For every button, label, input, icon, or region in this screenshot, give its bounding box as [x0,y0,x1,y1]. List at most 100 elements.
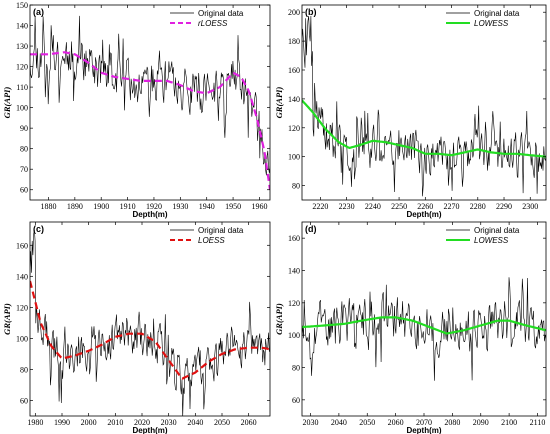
x-tick-label: 2030 [161,418,177,427]
x-tick-label: 1950 [225,202,241,211]
y-tick-label: 100 [288,153,300,162]
x-axis-label: Depth(m) [406,426,441,434]
y-tick-label: 160 [16,241,28,250]
y-tick-label: 90 [20,124,28,133]
x-axis-label: Depth(m) [132,210,167,219]
x-tick-label: 2010 [107,418,123,427]
x-tick-label: 2080 [444,418,460,427]
x-tick-label: 2240 [365,202,381,211]
x-tick-label: 2250 [391,202,407,211]
series-trend-line [302,99,546,158]
y-axis-label: GR(API) [274,87,284,119]
x-tick-label: 2030 [303,418,319,427]
y-tick-label: 60 [20,396,28,405]
x-tick-label: 1960 [251,202,267,211]
y-tick-label: 60 [292,396,300,405]
plot-frame [29,221,271,417]
x-tick-label: 2050 [214,418,230,427]
panel-label: (b) [305,7,317,17]
x-tick-label: 1910 [120,202,136,211]
plot-frame [301,221,547,417]
panel-label: (c) [33,224,44,234]
y-tick-label: 120 [288,299,300,308]
x-tick-label: 2270 [444,202,460,211]
x-tick-label: 2290 [496,202,512,211]
chart-panel-4: 2030 2040 2050 2060 2070 2080 2090 2100 2110 60 80… [274,221,547,434]
y-axis-label: GR(API) [2,303,12,335]
x-tick-label: 1890 [67,202,83,211]
y-tick-label: 60 [20,186,28,195]
series-trend-line [30,51,270,190]
plot-frame [29,4,271,201]
x-tick-label: 1920 [146,202,162,211]
series-original-data-line [302,15,546,197]
x-tick-label: 2020 [134,418,150,427]
x-tick-label: 2220 [312,202,328,211]
x-tick-label: 2000 [81,418,97,427]
y-tick-label: 140 [288,95,300,104]
x-tick-label: 2060 [241,418,257,427]
y-tick-label: 100 [16,104,28,113]
series-original-data-line [302,277,546,381]
y-tick-label: 120 [288,124,300,133]
legend-label: Original data [474,226,520,235]
x-tick-label: 2260 [417,202,433,211]
series-trend-line [30,280,270,380]
panel-label: (d) [305,224,317,234]
y-tick-label: 130 [16,42,28,51]
y-tick-label: 80 [20,145,28,154]
x-tick-label: 2090 [473,418,489,427]
chart-panel-3: 1980 1990 2000 2010 2020 2030 2040 2050 2060 60 80… [2,221,271,434]
y-tick-label: 100 [288,331,300,340]
y-tick-label: 200 [288,8,300,17]
x-tick-label: 2300 [522,202,538,211]
y-tick-label: 150 [16,1,28,10]
y-tick-label: 180 [288,37,300,46]
y-tick-label: 110 [16,83,28,92]
y-tick-label: 140 [16,22,28,31]
y-tick-label: 100 [16,334,28,343]
chart-panel-2: 2220 2230 2240 2250 2260 2270 2280 2290 2300 80 10… [274,4,547,219]
x-axis-label: Depth(m) [132,426,167,434]
legend-label: LOWESS [474,236,509,245]
x-tick-label: 2100 [501,418,517,427]
x-tick-label: 2040 [187,418,203,427]
x-tick-label: 1980 [27,418,43,427]
y-axis-label: GR(API) [274,303,284,335]
y-tick-label: 160 [288,234,300,243]
legend-label: LOESS [198,236,225,245]
x-tick-label: 2110 [530,418,546,427]
x-tick-label: 2280 [470,202,486,211]
legend-label: Original data [474,9,520,18]
x-tick-label: 1940 [199,202,215,211]
y-tick-label: 120 [16,63,28,72]
panel-label: (a) [33,7,44,17]
y-tick-label: 80 [292,182,300,191]
series-original-data-line [30,15,270,176]
y-tick-label: 120 [16,303,28,312]
y-tick-label: 160 [288,66,300,75]
y-tick-label: 140 [16,272,28,281]
y-tick-label: 80 [20,365,28,374]
x-tick-label: 1990 [54,418,70,427]
legend-label: Original data [198,9,244,18]
series-trend-line [302,316,546,335]
plot-frame [301,4,547,201]
x-tick-label: 2070 [416,418,432,427]
y-tick-label: 140 [288,267,300,276]
x-tick-label: 2060 [388,418,404,427]
legend-label: rLOESS [198,19,228,28]
legend-label: LOWESS [474,19,509,28]
x-tick-label: 2230 [339,202,355,211]
chart-panel-1: 1880 1890 1900 1910 1920 1930 1940 1950 1960 60 70… [2,1,271,219]
legend-label: Original data [198,226,244,235]
x-axis-label: Depth(m) [406,210,441,219]
y-tick-label: 80 [292,364,300,373]
x-tick-label: 1900 [93,202,109,211]
x-tick-label: 2050 [359,418,375,427]
x-tick-label: 1880 [40,202,56,211]
series-original-data-line [30,229,270,416]
y-axis-label: GR(API) [2,87,12,119]
y-tick-label: 70 [20,165,28,174]
